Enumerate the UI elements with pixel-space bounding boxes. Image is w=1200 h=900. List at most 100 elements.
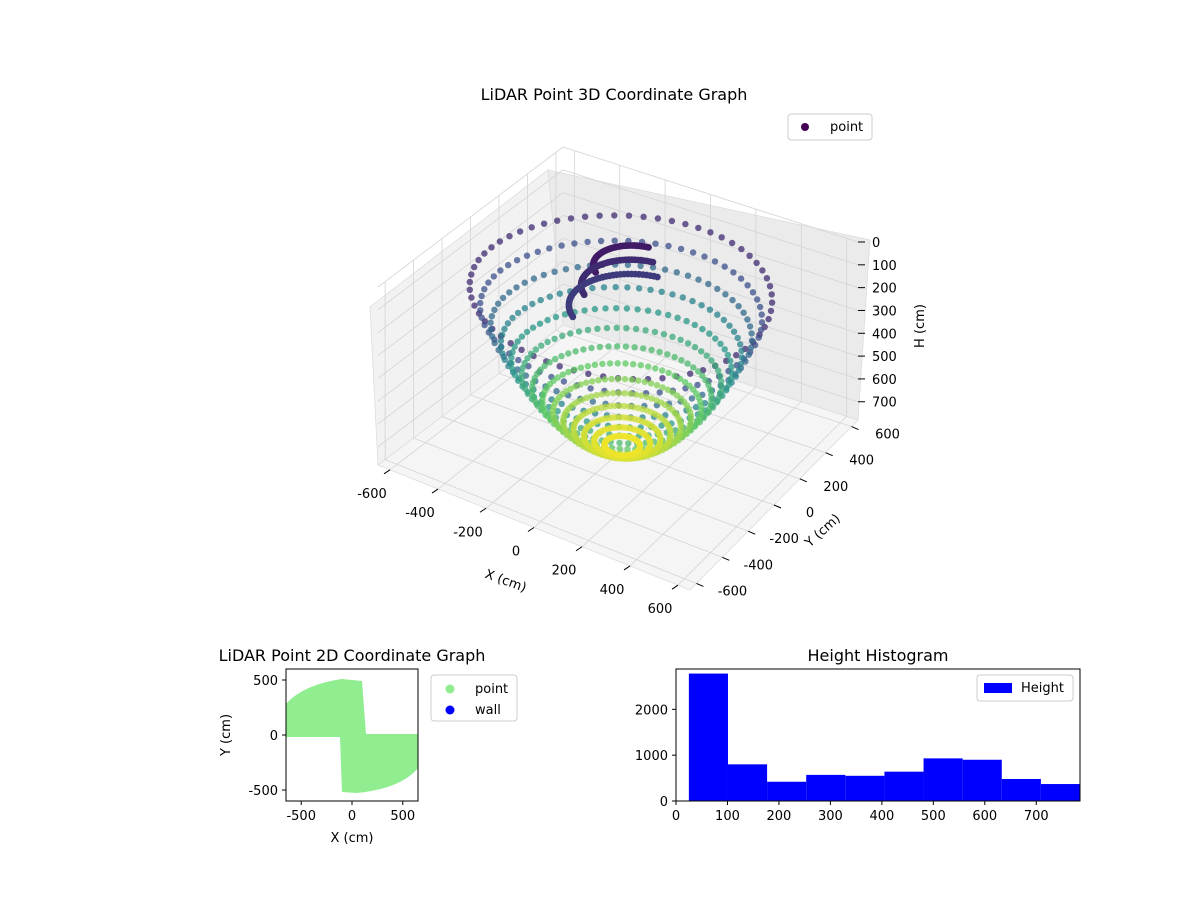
gridline-x: [389, 150, 575, 471]
surface-point: [521, 359, 528, 367]
surface-point: [499, 331, 506, 339]
chart-3d-xlabel: X (cm): [483, 567, 529, 596]
surface-point: [559, 332, 566, 340]
surface-point: [740, 309, 747, 316]
histogram-title: Height Histogram: [808, 646, 949, 665]
surface-point: [684, 360, 691, 367]
surface-point: [718, 378, 725, 385]
surface-point: [475, 256, 482, 264]
surface-point: [746, 323, 754, 330]
surface-point: [728, 369, 735, 376]
surface-point: [587, 385, 594, 392]
surface-point: [613, 324, 620, 332]
surface-point: [567, 215, 575, 222]
surface-point: [768, 299, 776, 306]
wall-point: [580, 291, 588, 299]
x-tick: [479, 507, 487, 513]
surface-point: [521, 385, 529, 392]
surface-point: [634, 306, 641, 313]
surface-point: [562, 266, 570, 273]
surface-point: [487, 326, 494, 333]
surface-point: [511, 343, 518, 350]
surface-point: [734, 334, 741, 342]
surface-point: [575, 328, 583, 335]
surface-point: [585, 370, 592, 377]
surface-point: [642, 327, 649, 334]
x-tick: [431, 488, 439, 494]
surface-point: [695, 224, 702, 232]
surface-point: [509, 366, 516, 373]
surface-point: [701, 253, 708, 260]
surface-point: [477, 299, 484, 307]
x-tick-label: 600: [972, 809, 997, 824]
surface-point: [623, 325, 630, 332]
surface-point: [677, 245, 685, 253]
histogram-bar: [923, 758, 963, 801]
surface-point: [747, 344, 755, 351]
surface-point: [602, 305, 609, 312]
z-tick-label: 200: [872, 282, 897, 297]
y-tick-label: 0: [270, 729, 278, 744]
surface-point: [589, 284, 596, 292]
chart-3d-axes: -600-400-2000200400600-600-400-200020040…: [357, 236, 900, 617]
surface-point: [721, 263, 728, 270]
surface-point: [695, 276, 702, 283]
x-tick-label: 0: [512, 545, 520, 560]
surface-point: [702, 377, 709, 384]
surface-point: [581, 307, 588, 314]
surface-point: [611, 237, 618, 244]
surface-point: [655, 309, 662, 316]
surface-point: [707, 400, 714, 408]
surface-point: [738, 347, 745, 354]
surface-point: [519, 380, 527, 387]
x-tick-label: -600: [357, 487, 387, 502]
surface-point: [711, 258, 719, 265]
surface-point: [546, 359, 553, 366]
surface-point: [678, 357, 685, 364]
surface-point: [534, 248, 541, 255]
surface-point: [468, 271, 475, 278]
x-tick-label: 0: [348, 809, 356, 824]
surface-point: [551, 268, 558, 275]
gridline-y: [527, 173, 826, 454]
surface-point: [664, 351, 671, 358]
surface-point: [659, 367, 666, 374]
surface-point: [516, 228, 524, 235]
histogram-bar: [962, 759, 1002, 801]
surface-point: [508, 360, 515, 367]
surface-point: [513, 257, 521, 264]
surface-point: [529, 300, 536, 308]
surface-point: [505, 261, 512, 269]
surface-point: [641, 378, 648, 385]
chart-3d-legend: point: [787, 113, 873, 141]
surface-point: [691, 343, 699, 351]
surface-point: [497, 344, 505, 351]
surface-point: [553, 387, 560, 395]
surface-point: [653, 397, 660, 404]
surface-point: [596, 212, 603, 219]
surface-point: [552, 355, 559, 363]
surface-point: [536, 320, 544, 327]
surface-point: [749, 289, 757, 296]
surface-point: [647, 286, 654, 293]
surface-point: [614, 343, 621, 350]
gridline-z: [377, 192, 859, 333]
legend-frame: [787, 113, 873, 141]
surface-point: [616, 445, 623, 452]
z-tick-label: 0: [872, 236, 880, 251]
surface-point: [597, 237, 605, 245]
surface-point: [513, 284, 520, 291]
x-tick: [575, 546, 583, 552]
surface-point: [581, 213, 589, 220]
y-tick: [747, 530, 756, 535]
y-tick: [799, 478, 808, 483]
surface-point: [649, 264, 657, 271]
surface-point: [534, 402, 541, 409]
y-tick-label: 0: [806, 506, 814, 521]
legend-marker-wall: [445, 705, 455, 715]
surface-point: [668, 217, 676, 225]
surface-point: [766, 283, 774, 290]
surface-point: [468, 294, 475, 301]
surface-point: [737, 341, 744, 348]
surface-point: [724, 351, 732, 359]
